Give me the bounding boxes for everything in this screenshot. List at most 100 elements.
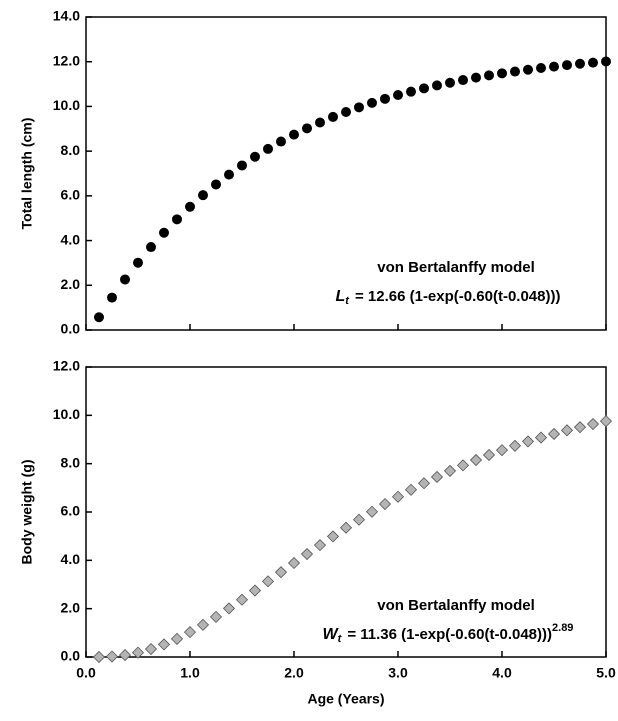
data-point: [432, 80, 442, 91]
data-point: [315, 117, 325, 128]
y-tick-label: 0.0: [61, 648, 81, 664]
data-point: [599, 415, 613, 428]
data-point: [92, 650, 106, 664]
data-point: [378, 497, 392, 511]
x-tick-label: 2.0: [284, 665, 304, 681]
y-tick-label: 6.0: [61, 503, 81, 519]
data-point: [250, 151, 260, 162]
y-tick-label: 8.0: [61, 142, 81, 158]
data-point: [495, 444, 509, 457]
data-point: [549, 61, 559, 72]
data-point: [406, 86, 416, 97]
data-point: [328, 111, 338, 122]
data-point: [224, 169, 234, 180]
data-point: [211, 179, 221, 190]
data-point: [575, 58, 585, 69]
data-point: [276, 136, 286, 147]
data-point: [508, 439, 522, 452]
data-point: [287, 556, 301, 570]
y-tick-label: 4.0: [61, 231, 81, 247]
y-tick-label: 14.0: [53, 8, 80, 24]
data-point: [510, 66, 520, 77]
data-point: [417, 477, 431, 490]
annotation-title: von Bertalanffy model: [377, 259, 535, 276]
equation-body: = 12.66 (1-exp(-0.60(t-0.048))): [355, 288, 561, 305]
equation-body: = 11.36 (1-exp(-0.60(t-0.048))): [347, 626, 552, 643]
data-point: [430, 470, 444, 484]
y-tick-label: 6.0: [61, 187, 81, 203]
data-point: [237, 160, 247, 171]
data-point: [198, 190, 208, 201]
data-point: [367, 97, 377, 108]
data-point: [209, 610, 223, 623]
data-point: [313, 539, 327, 552]
data-point: [484, 70, 494, 81]
equation-variable: W: [323, 626, 340, 643]
data-point: [393, 90, 403, 101]
data-point: [94, 312, 104, 323]
data-point: [601, 56, 611, 67]
data-point: [443, 464, 457, 477]
data-point: [536, 62, 546, 73]
data-point: [235, 593, 249, 606]
y-axis-label: Body weight (g): [19, 460, 35, 565]
data-point: [263, 143, 273, 154]
data-point: [339, 521, 353, 534]
plot-frame: [85, 16, 607, 331]
data-point: [183, 626, 197, 639]
annotation-equation: Lt = 12.66 (1-exp(-0.60(t-0.048))): [336, 288, 561, 307]
data-point: [458, 75, 468, 86]
x-tick-label: 5.0: [596, 665, 616, 681]
equation-superscript: 2.89: [552, 622, 573, 634]
data-point: [547, 427, 561, 441]
data-point: [222, 602, 236, 615]
data-point: [248, 584, 262, 597]
data-point: [404, 483, 418, 496]
data-point: [170, 632, 184, 645]
equation-subscript: t: [345, 295, 350, 307]
x-tick-label: 4.0: [492, 665, 512, 681]
data-point: [185, 201, 195, 212]
data-point: [196, 618, 210, 631]
y-tick-label: 0.0: [61, 321, 81, 337]
data-point: [105, 650, 119, 663]
data-point: [133, 257, 143, 268]
data-point: [341, 107, 351, 118]
data-point: [523, 64, 533, 75]
data-point: [302, 123, 312, 134]
data-point: [289, 129, 299, 140]
y-tick-label: 10.0: [53, 406, 80, 422]
x-tick-label: 1.0: [180, 665, 200, 681]
data-point: [380, 93, 390, 104]
data-point: [365, 505, 379, 518]
data-point: [456, 459, 470, 472]
y-tick-label: 4.0: [61, 551, 81, 567]
data-point: [497, 68, 507, 79]
x-axis-label: Age (Years): [307, 691, 384, 707]
x-tick-label: 3.0: [388, 665, 408, 681]
annotation-equation: Wt = 11.36 (1-exp(-0.60(t-0.048)))2.89: [323, 622, 574, 645]
x-tick-label: 0.0: [76, 665, 96, 681]
y-tick-label: 2.0: [61, 276, 81, 292]
data-point: [445, 77, 455, 88]
data-point: [159, 227, 169, 238]
data-point: [120, 274, 130, 285]
y-tick-label: 8.0: [61, 454, 81, 470]
y-tick-label: 12.0: [53, 52, 80, 68]
data-point: [469, 453, 483, 467]
y-tick-label: 10.0: [53, 97, 80, 113]
data-point: [521, 435, 535, 448]
data-point: [107, 292, 117, 303]
y-tick-label: 2.0: [61, 599, 81, 615]
data-point: [419, 83, 429, 94]
data-point: [588, 57, 598, 68]
data-point: [562, 60, 572, 71]
data-point: [261, 575, 275, 588]
data-point: [326, 530, 340, 543]
data-point: [586, 417, 600, 431]
data-point: [560, 424, 574, 437]
equation-subscript: t: [338, 633, 343, 645]
data-point: [131, 646, 145, 659]
data-point: [146, 242, 156, 253]
